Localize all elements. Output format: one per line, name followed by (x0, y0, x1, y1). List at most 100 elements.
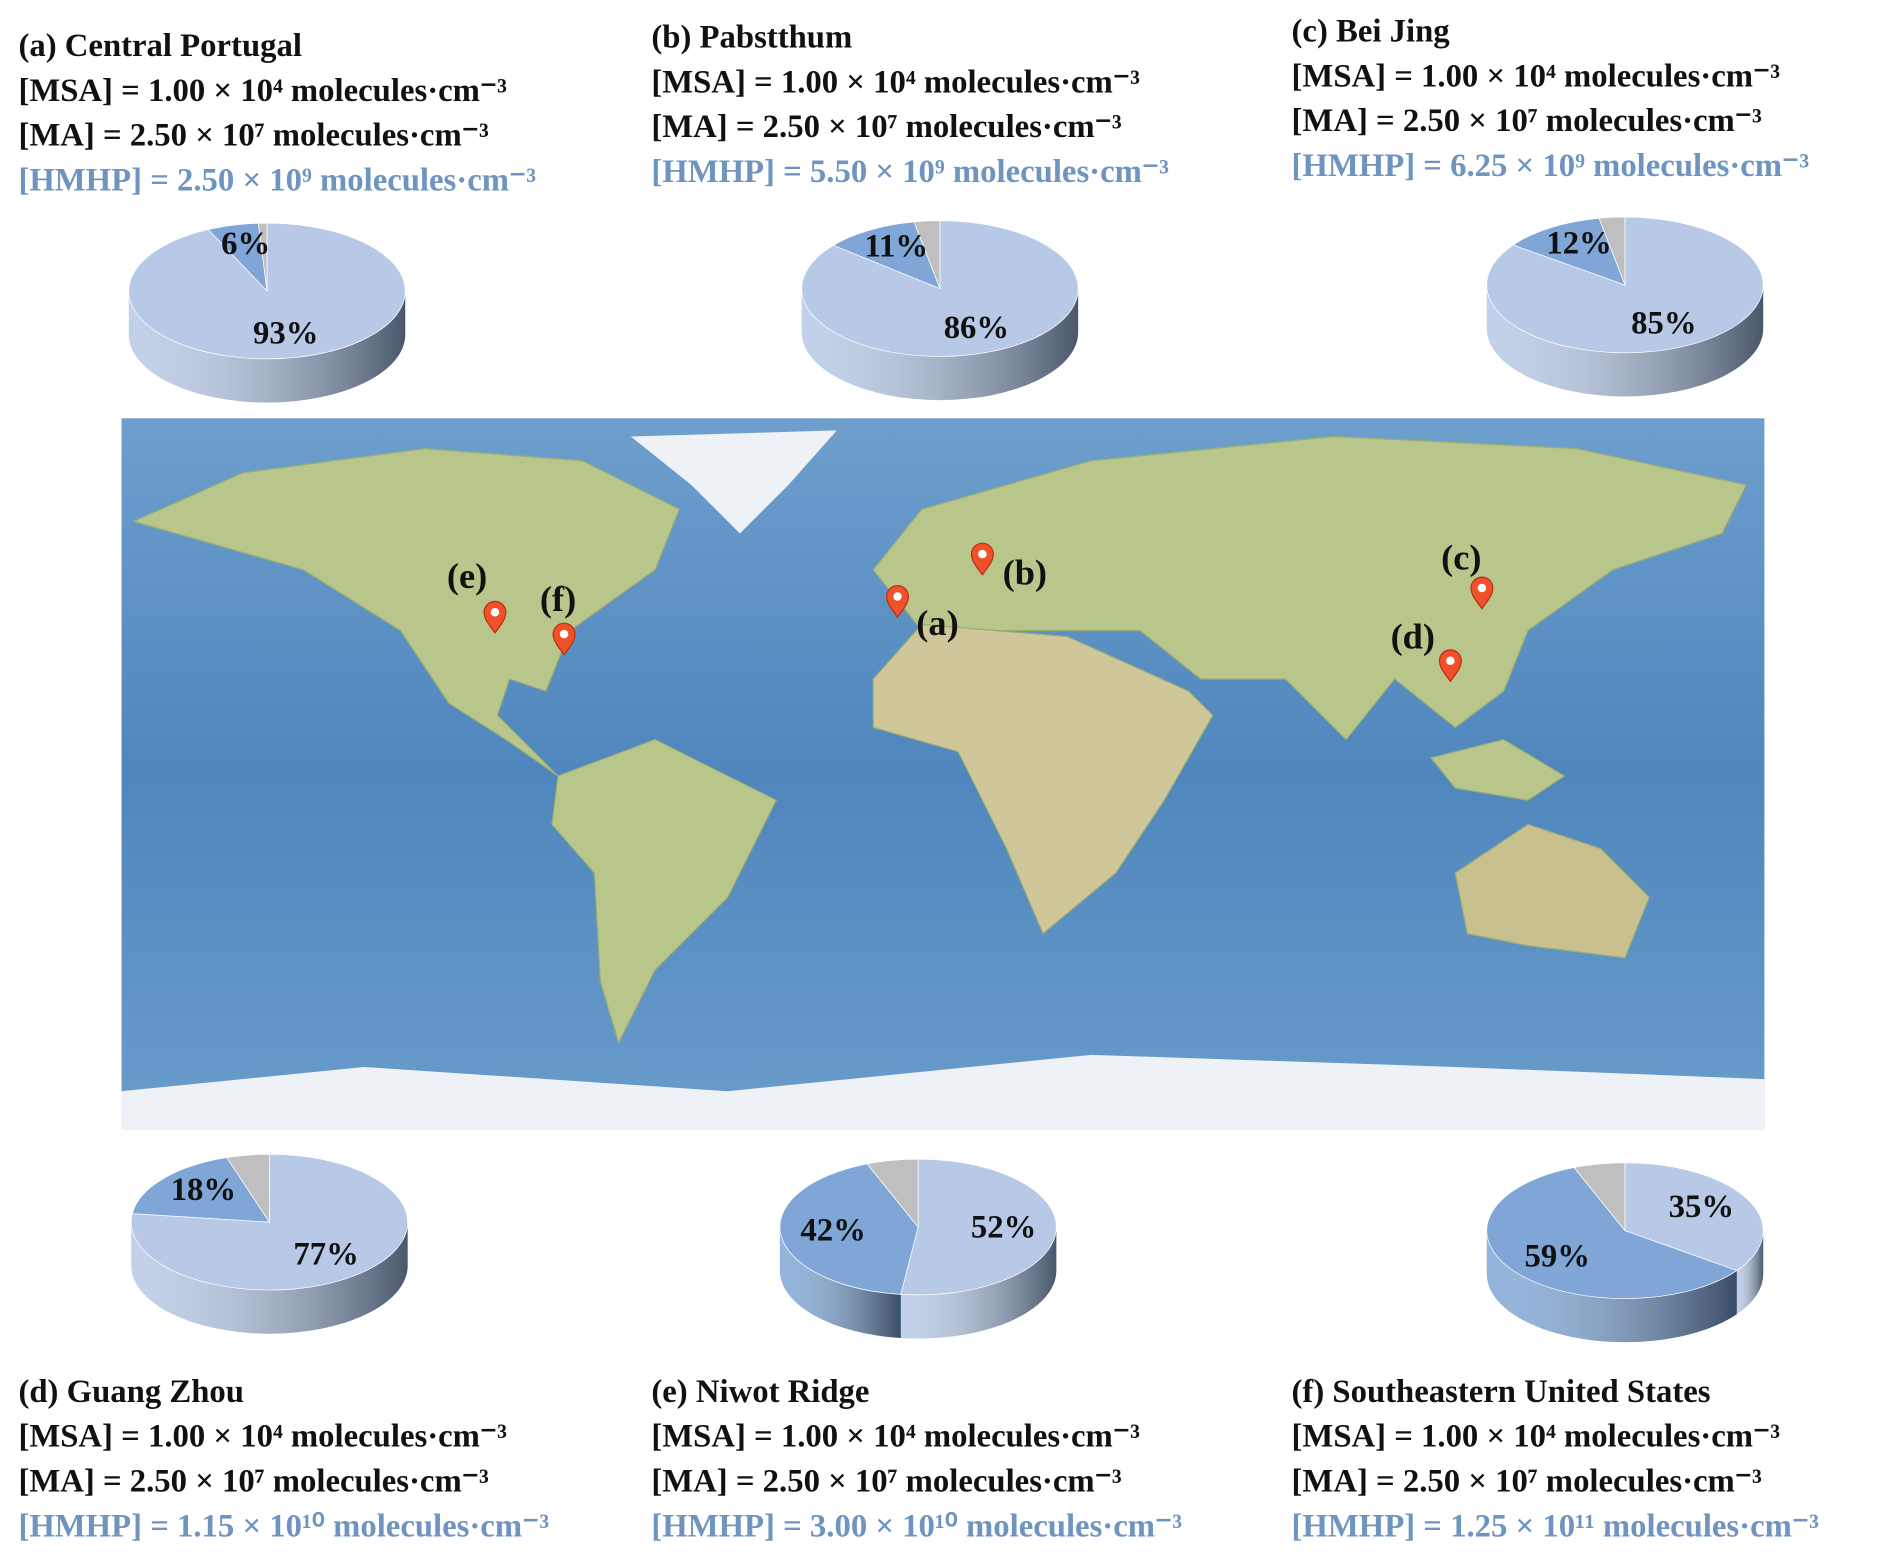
slice (866, 1158, 919, 1229)
marker (1470, 576, 1494, 610)
panel-title: (d) Guang Zhou (18, 1374, 244, 1410)
marker-pin (970, 542, 994, 576)
concentration-line: [MSA] = 1.00 × 10⁴ molecules·cm⁻³ (1292, 1419, 1781, 1455)
map-markers: (a) (b) (c)(d) (e) (f) (447, 538, 1494, 683)
marker-label: (c) (1441, 538, 1481, 578)
value-label: 12% (1546, 225, 1611, 261)
value-label: 77% (293, 1236, 358, 1272)
slice (131, 1157, 271, 1223)
slice (779, 1163, 919, 1295)
marker-hole (893, 592, 902, 601)
marker-pin (885, 585, 910, 619)
concentration-line: [MSA] = 1.00 × 10⁴ molecules·cm⁻³ (18, 73, 507, 109)
south-america (551, 738, 778, 1045)
marker (1438, 649, 1462, 683)
slice-side-shade (1486, 1230, 1737, 1343)
value-label: 42% (800, 1212, 865, 1248)
pie-panel: (d) Guang Zhou [MSA] = 1.00 × 10⁴ molecul… (18, 1153, 549, 1544)
marker (885, 585, 910, 619)
africa (872, 623, 1214, 935)
slice (1512, 217, 1626, 286)
pie-panel: (f) Southeastern United States [MSA] = 1.… (1292, 1162, 1820, 1544)
greenland (630, 430, 837, 534)
pie-panel: (e) Niwot Ridge [MSA] = 1.00 × 10⁴ molecu… (651, 1158, 1182, 1544)
marker-label: (f) (540, 579, 576, 619)
slice-side-shade (128, 290, 406, 403)
marker-pin (1438, 649, 1462, 683)
value-label: 52% (971, 1209, 1036, 1245)
indonesia (1429, 738, 1566, 801)
marker-hole (490, 608, 500, 617)
concentration-line: [MSA] = 1.00 × 10⁴ molecules·cm⁻³ (1292, 58, 1781, 94)
marker (483, 600, 507, 634)
concentration-line: [MSA] = 1.00 × 10⁴ molecules·cm⁻³ (18, 1419, 507, 1455)
panel-title: (c) Bei Jing (1292, 13, 1451, 49)
marker-pin (483, 600, 507, 634)
slice-side-shade (779, 1227, 901, 1339)
slice-side-shade (900, 1227, 1057, 1339)
slice (1486, 1167, 1738, 1299)
marker-hole (978, 549, 987, 559)
concentration-line: [HMHP] = 5.50 × 10⁹ molecules·cm⁻³ (651, 154, 1169, 190)
pies: (a) Central Portugal [MSA] = 1.00 × 10⁴ m… (18, 13, 1819, 1544)
panel-title: (f) Southeastern United States (1292, 1374, 1711, 1410)
value-label: 85% (1631, 306, 1696, 342)
slice (257, 222, 268, 292)
marker-label: (a) (916, 603, 958, 643)
panel-title: (e) Niwot Ridge (651, 1374, 869, 1410)
slice-side-shade (1486, 284, 1764, 397)
concentration-line: [MA] = 2.50 × 10⁷ molecules·cm⁻³ (651, 1464, 1122, 1500)
slice (1573, 1162, 1626, 1232)
marker-pin (1470, 576, 1494, 610)
marker (552, 622, 576, 656)
marker-hole (1446, 656, 1455, 666)
marker-label: (b) (1003, 552, 1047, 592)
concentration-line: [HMHP] = 3.00 × 10¹⁰ molecules·cm⁻³ (651, 1508, 1182, 1544)
value-label: 18% (171, 1172, 236, 1208)
concentration-line: [MA] = 2.50 × 10⁷ molecules·cm⁻³ (1292, 1464, 1763, 1500)
value-label: 35% (1669, 1189, 1734, 1225)
marker-label: (e) (447, 556, 487, 596)
continents (131, 435, 1748, 1045)
marker-label: (d) (1391, 617, 1435, 657)
marker (970, 542, 994, 576)
concentration-line: [HMHP] = 1.15 × 10¹⁰ molecules·cm⁻³ (18, 1508, 549, 1544)
value-label: 11% (864, 228, 928, 264)
north-america (131, 447, 681, 777)
panel-title: (a) Central Portugal (18, 28, 302, 64)
eurasia (872, 435, 1748, 741)
slice (130, 1153, 408, 1291)
concentration-line: [HMHP] = 1.25 × 10¹¹ molecules·cm⁻³ (1292, 1508, 1820, 1544)
concentration-line: [MA] = 2.50 × 10⁷ molecules·cm⁻³ (651, 109, 1122, 145)
marker-hole (1477, 583, 1487, 593)
slice (1598, 216, 1626, 286)
slice (226, 1153, 270, 1224)
value-label: 59% (1525, 1238, 1590, 1274)
world-map (121, 418, 1765, 1131)
concentration-line: [MSA] = 1.00 × 10⁴ molecules·cm⁻³ (651, 1419, 1140, 1455)
marker-hole (559, 629, 569, 639)
concentration-line: [MA] = 2.50 × 10⁷ molecules·cm⁻³ (18, 118, 489, 154)
pie-panel: (a) Central Portugal [MSA] = 1.00 × 10⁴ m… (18, 28, 536, 403)
slice-side-shade (131, 1222, 408, 1334)
slice (913, 220, 941, 289)
value-label: 86% (944, 310, 1009, 346)
concentration-line: [HMHP] = 6.25 × 10⁹ molecules·cm⁻³ (1292, 148, 1810, 184)
slice (832, 221, 941, 290)
value-label: 93% (253, 316, 318, 352)
concentration-line: [MA] = 2.50 × 10⁷ molecules·cm⁻³ (18, 1464, 489, 1500)
marker-pin (552, 622, 576, 656)
panel-title: (b) Pabstthum (651, 20, 852, 56)
pie-panel: (b) Pabstthum [MSA] = 1.00 × 10⁴ molecule… (651, 20, 1169, 401)
slice-side-shade (801, 288, 1079, 401)
value-label: 6% (221, 226, 270, 262)
slice (900, 1158, 1057, 1296)
australia (1454, 823, 1650, 959)
slice (1624, 1162, 1764, 1271)
pie-panel: (c) Bei Jing [MSA] = 1.00 × 10⁴ molecules… (1292, 13, 1810, 397)
antarctica (121, 1054, 1765, 1131)
concentration-line: [MA] = 2.50 × 10⁷ molecules·cm⁻³ (1292, 103, 1763, 139)
concentration-line: [MSA] = 1.00 × 10⁴ molecules·cm⁻³ (651, 64, 1140, 100)
